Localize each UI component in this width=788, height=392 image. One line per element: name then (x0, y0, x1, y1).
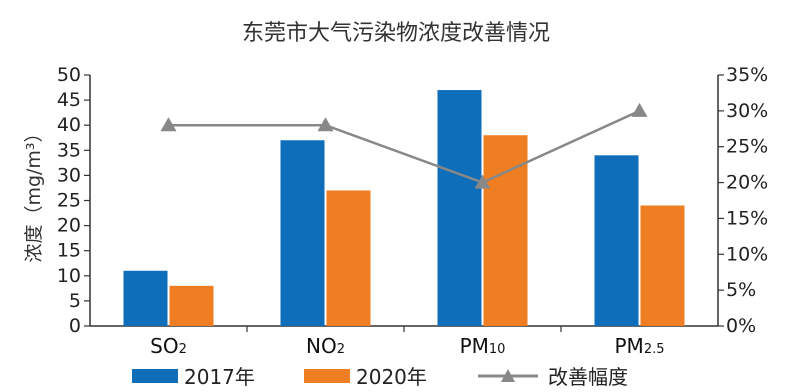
legend: 2017年 2020年 改善幅度 (132, 365, 628, 389)
legend-swatch-2020 (304, 369, 350, 383)
improvement-marker (474, 174, 491, 189)
improvement-line-path (168, 109, 641, 184)
bar (123, 270, 168, 326)
y-tick-label: 10 (57, 265, 81, 287)
category-label: PM10 (460, 334, 506, 358)
y-tick-label: 45 (57, 89, 81, 111)
category-label: NO2 (306, 334, 345, 358)
y-tick-label: 30 (57, 164, 81, 186)
bar (640, 205, 685, 326)
y2-tick-label: 20% (726, 172, 768, 194)
legend-swatch-2017 (132, 369, 178, 383)
category-labels: SO2 NO2 PM10 PM2.5 (150, 334, 664, 358)
y2-tick-label: 0% (726, 315, 756, 337)
y-tick-label: 25 (57, 190, 81, 212)
y2-tick-label: 30% (726, 100, 768, 122)
bar (594, 155, 639, 326)
y2-tick-label: 15% (726, 207, 768, 229)
bar (437, 90, 482, 326)
y2-tick-label: 35% (726, 64, 768, 86)
legend-marker-improvement (501, 369, 515, 382)
legend-label-improvement: 改善幅度 (548, 365, 628, 389)
y-tick-label: 20 (57, 215, 81, 237)
y2-tick-label: 5% (726, 279, 756, 301)
axes: 0 5 10 15 20 25 30 35 40 45 50 0% 5% 10% 15% 20% 25% 30% 3… (57, 64, 768, 337)
bar (483, 135, 528, 326)
chart-title: 东莞市大气污染物浓度改善情况 (242, 21, 550, 46)
improvement-marker (317, 117, 334, 132)
y-tick-label: 5 (69, 290, 81, 312)
y2-tick-label: 25% (726, 136, 768, 158)
y-tick-label: 15 (57, 240, 81, 262)
bars (123, 90, 685, 326)
y-tick-label: 0 (69, 315, 81, 337)
improvement-line (160, 102, 648, 189)
improvement-marker (631, 102, 648, 117)
improvement-marker (160, 117, 177, 132)
category-label: SO2 (150, 334, 187, 358)
y-tick-label: 35 (57, 139, 81, 161)
bar (326, 190, 371, 326)
legend-label-2020: 2020年 (356, 365, 427, 389)
bar (169, 285, 214, 326)
bar (280, 140, 325, 326)
y-tick-label: 50 (57, 64, 81, 86)
category-label: PM2.5 (614, 334, 664, 358)
legend-label-2017: 2017年 (184, 365, 255, 389)
y-axis-label: 浓度（mg/m³） (23, 123, 45, 262)
y2-tick-label: 10% (726, 243, 768, 265)
y-tick-label: 40 (57, 114, 81, 136)
